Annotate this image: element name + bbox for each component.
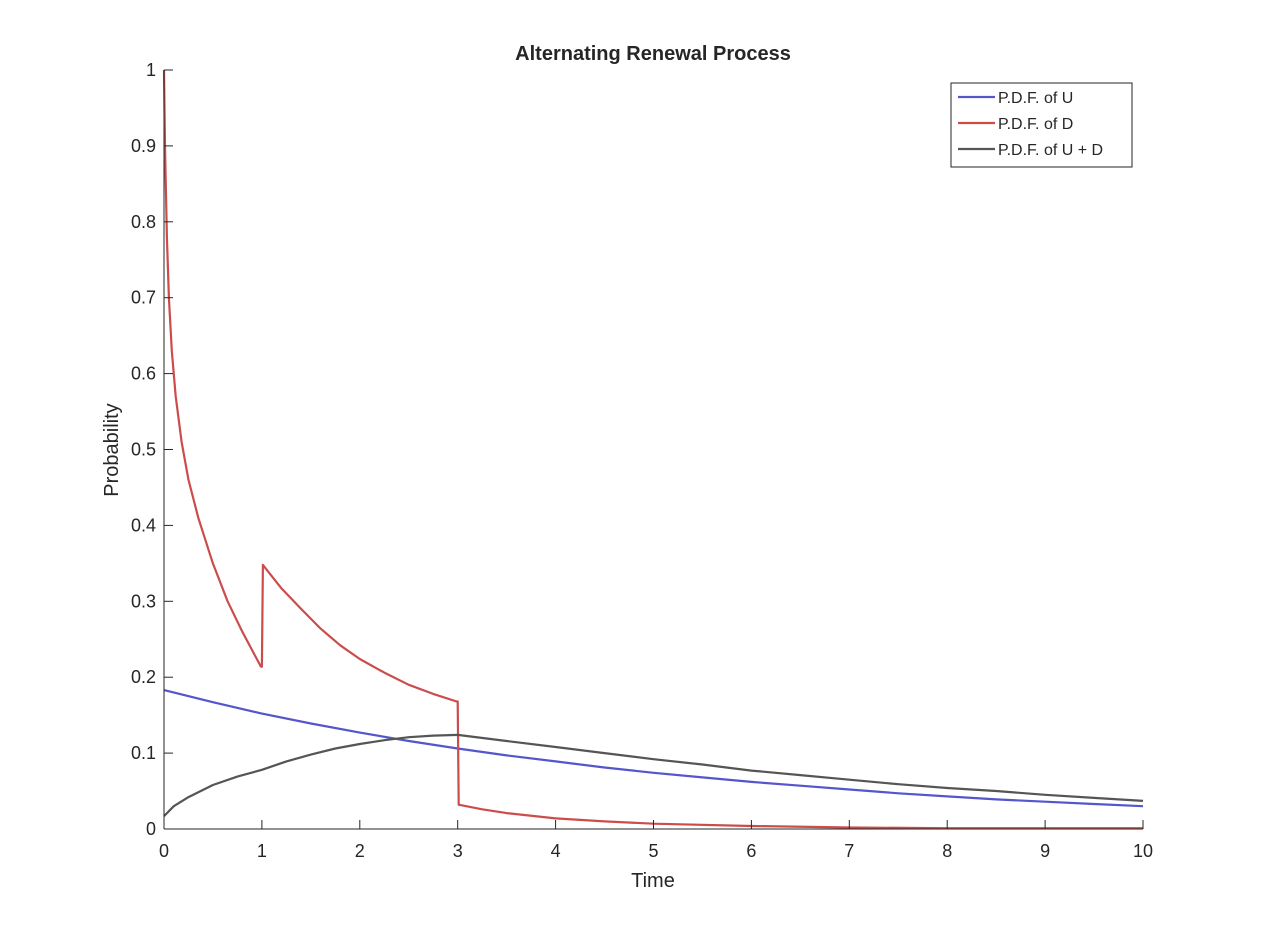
y-tick-label: 0.8 xyxy=(131,212,156,232)
series-line-3 xyxy=(163,733,1144,817)
x-tick-label: 1 xyxy=(257,841,267,861)
legend-entry-3: P.D.F. of U + D xyxy=(998,142,1103,159)
series-layer xyxy=(162,69,1144,830)
legend-entry-1: P.D.F. of U xyxy=(998,90,1073,107)
x-tick-label: 2 xyxy=(355,841,365,861)
y-tick-label: 0.6 xyxy=(131,364,156,384)
x-tick-label: 4 xyxy=(551,841,561,861)
x-tick-label: 9 xyxy=(1040,841,1050,861)
series-line-1 xyxy=(163,689,1144,808)
x-tick-label: 5 xyxy=(648,841,658,861)
y-tick-label: 0.2 xyxy=(131,667,156,687)
chart-title: Alternating Renewal Process xyxy=(515,43,791,65)
x-axis-label: Time xyxy=(631,870,675,892)
x-tick-label: 3 xyxy=(453,841,463,861)
axes-layer: 0 1 2 3 4 5 6 7 8 9 10 0 0.1 0.2 0.3 0.4 0.5 0.6 0.7 0.8 0.9… xyxy=(131,60,1153,861)
y-tick-label: 0.5 xyxy=(131,440,156,460)
y-tick-label: 1 xyxy=(146,60,156,80)
x-tick-label: 10 xyxy=(1133,841,1153,861)
y-tick-label: 0.9 xyxy=(131,136,156,156)
y-tick-label: 0.4 xyxy=(131,515,156,535)
y-tick-label: 0.3 xyxy=(131,591,156,611)
y-axis-label: Probability xyxy=(101,403,123,496)
x-tick-label: 7 xyxy=(844,841,854,861)
x-tick-label: 0 xyxy=(159,841,169,861)
series-line-2 xyxy=(162,69,1143,830)
y-tick-label: 0 xyxy=(146,819,156,839)
y-tick-label: 0.1 xyxy=(131,743,156,763)
x-tick-label: 8 xyxy=(942,841,952,861)
x-tick-label: 6 xyxy=(746,841,756,861)
y-tick-label: 0.7 xyxy=(131,288,156,308)
legend: P.D.F. of U P.D.F. of D P.D.F. of U + D xyxy=(950,82,1133,168)
legend-entry-2: P.D.F. of D xyxy=(998,116,1073,133)
